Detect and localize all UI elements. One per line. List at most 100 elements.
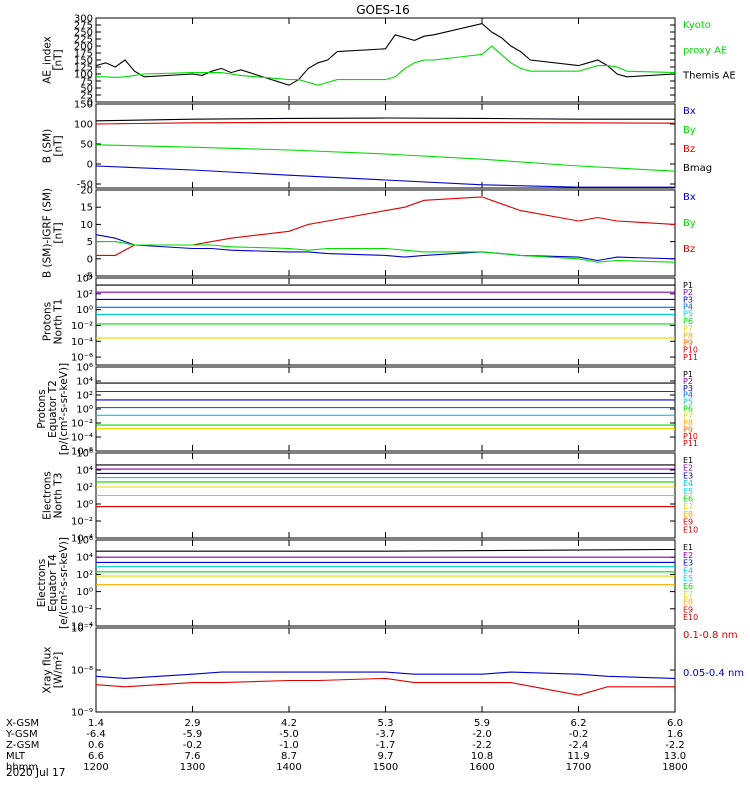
legend-entry: By (683, 218, 696, 229)
legend-entry: Bx (683, 106, 696, 117)
legend-entry: Bz (683, 244, 695, 255)
legend-entry: P3 (683, 384, 693, 393)
y-tick-label: 150 (74, 100, 93, 111)
y-axis-label: Protons (42, 302, 54, 341)
y-tick-label: 10² (76, 483, 93, 494)
x-row-label: X-GSM (6, 718, 39, 729)
y-tick-label: 100 (74, 120, 93, 131)
series-line-bx (95, 165, 675, 188)
y-tick-label: 25 (80, 91, 93, 102)
x-row-value: 6.2 (571, 718, 587, 729)
y-tick-label: 10⁴ (76, 466, 93, 477)
x-row-value: -2.2 (665, 740, 685, 751)
y-axis-label: B (SM) (42, 129, 54, 163)
y-axis-label: Equator T2 (47, 380, 59, 438)
legend-entry: E9 (683, 518, 693, 527)
legend-entry: E7 (683, 590, 693, 599)
y-tick-label: 10⁻⁴ (71, 337, 93, 348)
y-tick-label: 20 (80, 186, 93, 197)
y-axis-label: AE_index (42, 36, 54, 84)
y-axis-label: North T3 (53, 473, 65, 519)
panel-5: 10⁻⁶ 10⁻⁴ 10⁻² 10⁰ 10² 10⁴ 10⁶ Protons Equator T… (36, 363, 698, 458)
y-tick-label: 10⁻⁹ (71, 708, 93, 719)
y-tick-label: 175 (74, 49, 93, 60)
x-row-value: 2.9 (185, 718, 201, 729)
y-tick-label: 10⁶ (76, 536, 93, 547)
legend-entry: 0.1-0.8 nm (683, 630, 738, 641)
legend-entry: E10 (683, 525, 698, 534)
series-line-bz (96, 196, 676, 256)
legend-entry: E4 (683, 566, 693, 575)
legend-entry: P11 (683, 439, 698, 448)
x-row-label: Y-GSM (5, 729, 38, 740)
legend-entry: E7 (683, 502, 693, 511)
y-tick-label: 10² (76, 289, 93, 300)
x-row-value: 1500 (373, 762, 398, 773)
legend-entry: P8 (683, 418, 693, 427)
x-row-value: 0.6 (88, 740, 104, 751)
panel-frame (95, 17, 676, 103)
x-row-value: 1200 (83, 762, 108, 773)
panel-frame (95, 189, 676, 277)
x-row-label: Z-GSM (6, 740, 39, 751)
y-axis-label: [nT] (53, 222, 65, 243)
y-tick-label: 125 (74, 63, 93, 74)
legend-entry: P5 (683, 398, 693, 407)
legend-entry: E4 (683, 479, 693, 488)
y-tick-label: 0 (87, 160, 93, 171)
legend-entry: 0.05-0.4 nm (683, 668, 744, 679)
y-tick-label: 10 (80, 220, 93, 231)
legend-entry: Themis AE (682, 71, 736, 82)
legend-entry: proxy AE (683, 45, 727, 56)
x-row-value: -1.0 (279, 740, 299, 751)
y-tick-label: 10² (76, 391, 93, 402)
y-axis-label: Equator T4 (47, 554, 59, 612)
x-row-value: 10.8 (471, 751, 493, 762)
legend-entry: P2 (683, 377, 693, 386)
legend-entry: P9 (683, 338, 693, 347)
series-line-themis-ae (95, 23, 676, 86)
x-row-value: -2.4 (569, 740, 589, 751)
series-line-bmag (95, 117, 675, 122)
y-tick-label: 10⁻⁸ (71, 666, 93, 677)
y-tick-label: 50 (80, 84, 93, 95)
legend-entry: By (683, 125, 696, 136)
y-tick-label: 10⁴ (76, 377, 93, 388)
legend-entry: P1 (683, 281, 693, 290)
y-tick-label: 10⁻⁶ (71, 447, 93, 458)
y-tick-label: 10⁰ (76, 405, 93, 416)
y-tick-label: 10⁻⁴ (71, 622, 93, 633)
legend-entry: E8 (683, 510, 693, 519)
y-axis-label: Protons (36, 389, 48, 428)
legend-entry: E10 (683, 613, 698, 622)
legend-entry: P7 (683, 411, 693, 420)
x-row-value: 1700 (566, 762, 591, 773)
legend-entry: E2 (683, 551, 693, 560)
y-axis-label: [nT] (53, 49, 65, 70)
y-tick-label: 10⁻⁶ (71, 353, 93, 364)
x-row-value: -3.7 (376, 729, 396, 740)
x-row-value: 1300 (180, 762, 205, 773)
y-axis-label: Electrons (36, 559, 48, 608)
x-axis-labels: X-GSM 1.4 2.9 4.2 5.3 5.9 6.2 6.0Y-GSM -6.4 -5.9-… (5, 718, 688, 773)
y-tick-label: 275 (74, 21, 93, 32)
x-row-value: 5.3 (378, 718, 394, 729)
panel-frame (95, 627, 676, 713)
panels: 0255075100125150175200225250275300AE_ind… (36, 14, 744, 719)
date-label: 2020 Jul 17 (6, 767, 65, 779)
series-line-kyoto-proxy-ae (96, 45, 676, 86)
legend-entry: E6 (683, 582, 693, 591)
x-row-value: 5.9 (474, 718, 490, 729)
panel-2: -50 0 50 100 150 B (SM) [nT] Bx By Bz Bmag (42, 100, 713, 191)
legend-entry: P6 (683, 405, 693, 414)
y-axis-label: Electrons (42, 471, 54, 520)
legend-entry: P2 (683, 288, 693, 297)
x-row-value: 8.7 (281, 751, 297, 762)
legend-entry: E3 (683, 559, 693, 568)
series-line-bx (95, 234, 676, 262)
x-row-value: 7.6 (185, 751, 201, 762)
x-row-value: -1.7 (376, 740, 396, 751)
y-tick-label: 200 (74, 42, 93, 53)
